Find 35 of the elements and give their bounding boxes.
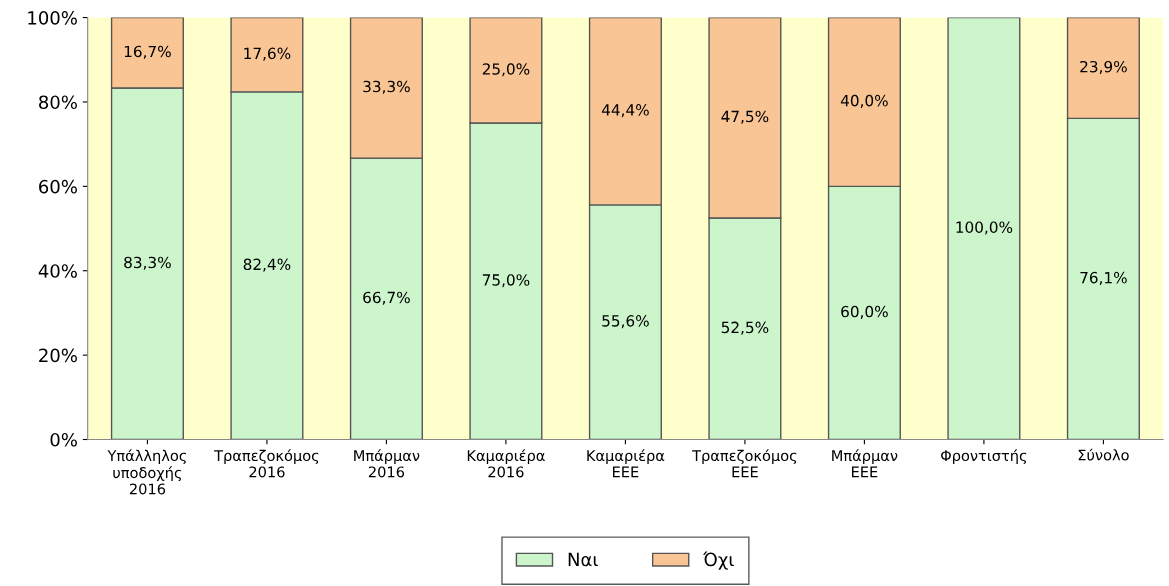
data-label: 100,0% <box>956 221 1013 235</box>
data-label: 25,0% <box>482 63 530 77</box>
data-label: 83,3% <box>124 256 171 270</box>
bar <box>947 17 1021 440</box>
x-tick-label: Καμαριέρα ΕΕΕ <box>587 449 665 478</box>
data-label: 33,3% <box>363 80 410 94</box>
y-tick-label: 20% <box>39 348 77 363</box>
x-tick-label: Τραπεζοκόμος ΕΕΕ <box>692 449 797 478</box>
y-tick-label: 40% <box>38 264 77 278</box>
data-label: 47,5% <box>721 110 769 124</box>
data-label: 60,0% <box>841 305 888 319</box>
x-tick-label: Υπάλληλος υποδοχής 2016 <box>107 449 186 495</box>
data-label: 16,7% <box>124 45 171 59</box>
data-label: 40,0% <box>840 94 888 108</box>
y-tick-label: 60% <box>39 179 77 194</box>
y-tick-label: 80% <box>39 95 77 110</box>
data-label: 23,9% <box>1080 60 1127 74</box>
legend-label: Ναι <box>568 552 598 567</box>
data-label: 82,4% <box>243 258 291 272</box>
legend-label: Όχι <box>703 551 734 570</box>
y-tick-label: 100% <box>28 11 77 25</box>
data-label: 52,5% <box>721 321 769 335</box>
x-tick-label: Καμαριέρα 2016 <box>467 449 545 478</box>
x-tick-label: Μπάρμαν ΕΕΕ <box>832 449 898 478</box>
data-label: 66,7% <box>363 291 410 305</box>
data-label: 75,0% <box>482 274 530 288</box>
data-label: 76,1% <box>1080 271 1127 285</box>
data-label: 55,6% <box>602 315 649 329</box>
data-label: 44,4% <box>601 104 649 118</box>
y-tick-label: 0% <box>50 432 77 447</box>
data-label: 17,6% <box>244 47 291 61</box>
x-tick-label: Φροντιστής <box>941 449 1027 464</box>
x-tick-label: Τραπεζοκόμος 2016 <box>214 449 319 478</box>
x-tick-label: Σύνολο <box>1078 448 1129 461</box>
x-tick-label: Μπάρμαν 2016 <box>354 449 420 478</box>
